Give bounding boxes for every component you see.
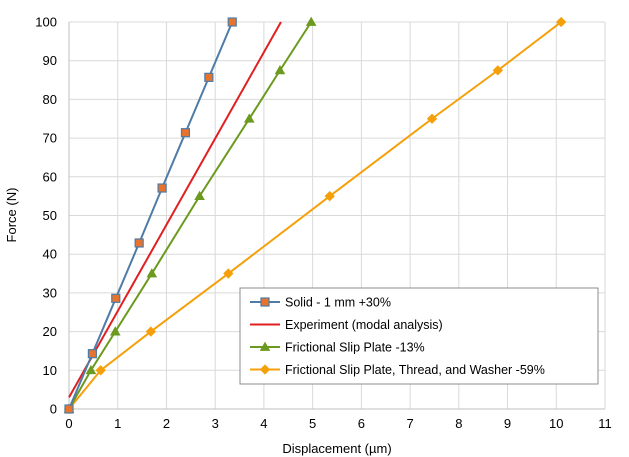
x-tick-label: 4 <box>260 416 267 431</box>
legend-label: Frictional Slip Plate -13% <box>285 341 425 355</box>
series-layer <box>63 16 567 415</box>
legend-item: Solid - 1 mm +30% <box>250 296 391 310</box>
series-2 <box>63 16 317 413</box>
data-point <box>157 183 167 193</box>
axes: 0 10 20 30 40 50 60 70 80 90 100 0 1 2 3 4 5 6 7 8 9 10 11 <box>35 15 611 432</box>
legend: Solid - 1 mm +30% Experiment (modal analy… <box>239 287 599 385</box>
data-point <box>324 190 335 202</box>
data-point <box>134 238 144 248</box>
y-tick-label: 0 <box>50 402 57 417</box>
y-tick-label: 60 <box>43 169 57 184</box>
y-tick-label: 90 <box>43 53 57 68</box>
x-axis-title: Displacement (µm) <box>282 441 391 456</box>
y-tick-label: 100 <box>35 15 57 30</box>
x-tick-label: 10 <box>549 416 563 431</box>
x-tick-label: 0 <box>65 416 72 431</box>
y-tick-label: 50 <box>43 208 57 223</box>
data-point <box>555 16 567 28</box>
legend-swatch-marker <box>260 297 270 307</box>
x-tick-label: 3 <box>212 416 219 431</box>
x-tick-label: 1 <box>114 416 121 431</box>
y-tick-label: 70 <box>43 131 57 146</box>
legend-label: Solid - 1 mm +30% <box>285 296 391 310</box>
x-tick-label: 8 <box>455 416 462 431</box>
data-point <box>194 190 205 201</box>
y-tick-label: 20 <box>43 324 57 339</box>
legend-label: Frictional Slip Plate, Thread, and Washe… <box>285 363 545 377</box>
x-tick-label: 11 <box>598 416 612 431</box>
legend-swatch-marker <box>259 341 271 351</box>
y-tick-label: 80 <box>43 92 57 107</box>
data-point <box>227 17 237 27</box>
data-point <box>492 65 503 76</box>
data-point <box>145 326 157 337</box>
data-point <box>146 268 158 278</box>
data-point <box>426 113 438 124</box>
x-tick-label: 2 <box>163 416 170 431</box>
legend-box <box>239 287 599 385</box>
legend-label: Experiment (modal analysis) <box>285 318 443 332</box>
series-1 <box>68 21 282 398</box>
x-tick-label: 6 <box>358 416 365 431</box>
data-point <box>87 349 97 359</box>
data-point <box>110 326 121 336</box>
y-tick-label: 10 <box>43 363 57 378</box>
series-line <box>68 21 282 398</box>
x-tick-label: 7 <box>406 416 413 431</box>
y-tick-label: 30 <box>43 285 57 300</box>
data-point <box>204 72 214 82</box>
legend-item: Experiment (modal analysis) <box>250 318 443 332</box>
y-axis-title: Force (N) <box>4 188 19 243</box>
data-point <box>64 404 74 414</box>
series-0 <box>64 17 237 414</box>
x-tick-label: 9 <box>504 416 511 431</box>
data-point <box>274 64 286 75</box>
y-tick-label: 40 <box>43 247 57 262</box>
data-point <box>305 16 317 26</box>
data-point <box>111 293 121 303</box>
series-line <box>68 21 234 410</box>
x-tick-label: 5 <box>309 416 316 431</box>
data-point <box>85 364 97 375</box>
series-line <box>68 21 562 410</box>
data-point <box>223 268 234 279</box>
data-point <box>244 113 255 123</box>
legend-item: Frictional Slip Plate, Thread, and Washe… <box>250 363 545 377</box>
legend-swatch-marker <box>259 364 271 375</box>
series-line <box>68 21 313 410</box>
data-point <box>95 365 106 376</box>
legend-item: Frictional Slip Plate -13% <box>250 341 425 355</box>
data-point <box>180 128 191 138</box>
